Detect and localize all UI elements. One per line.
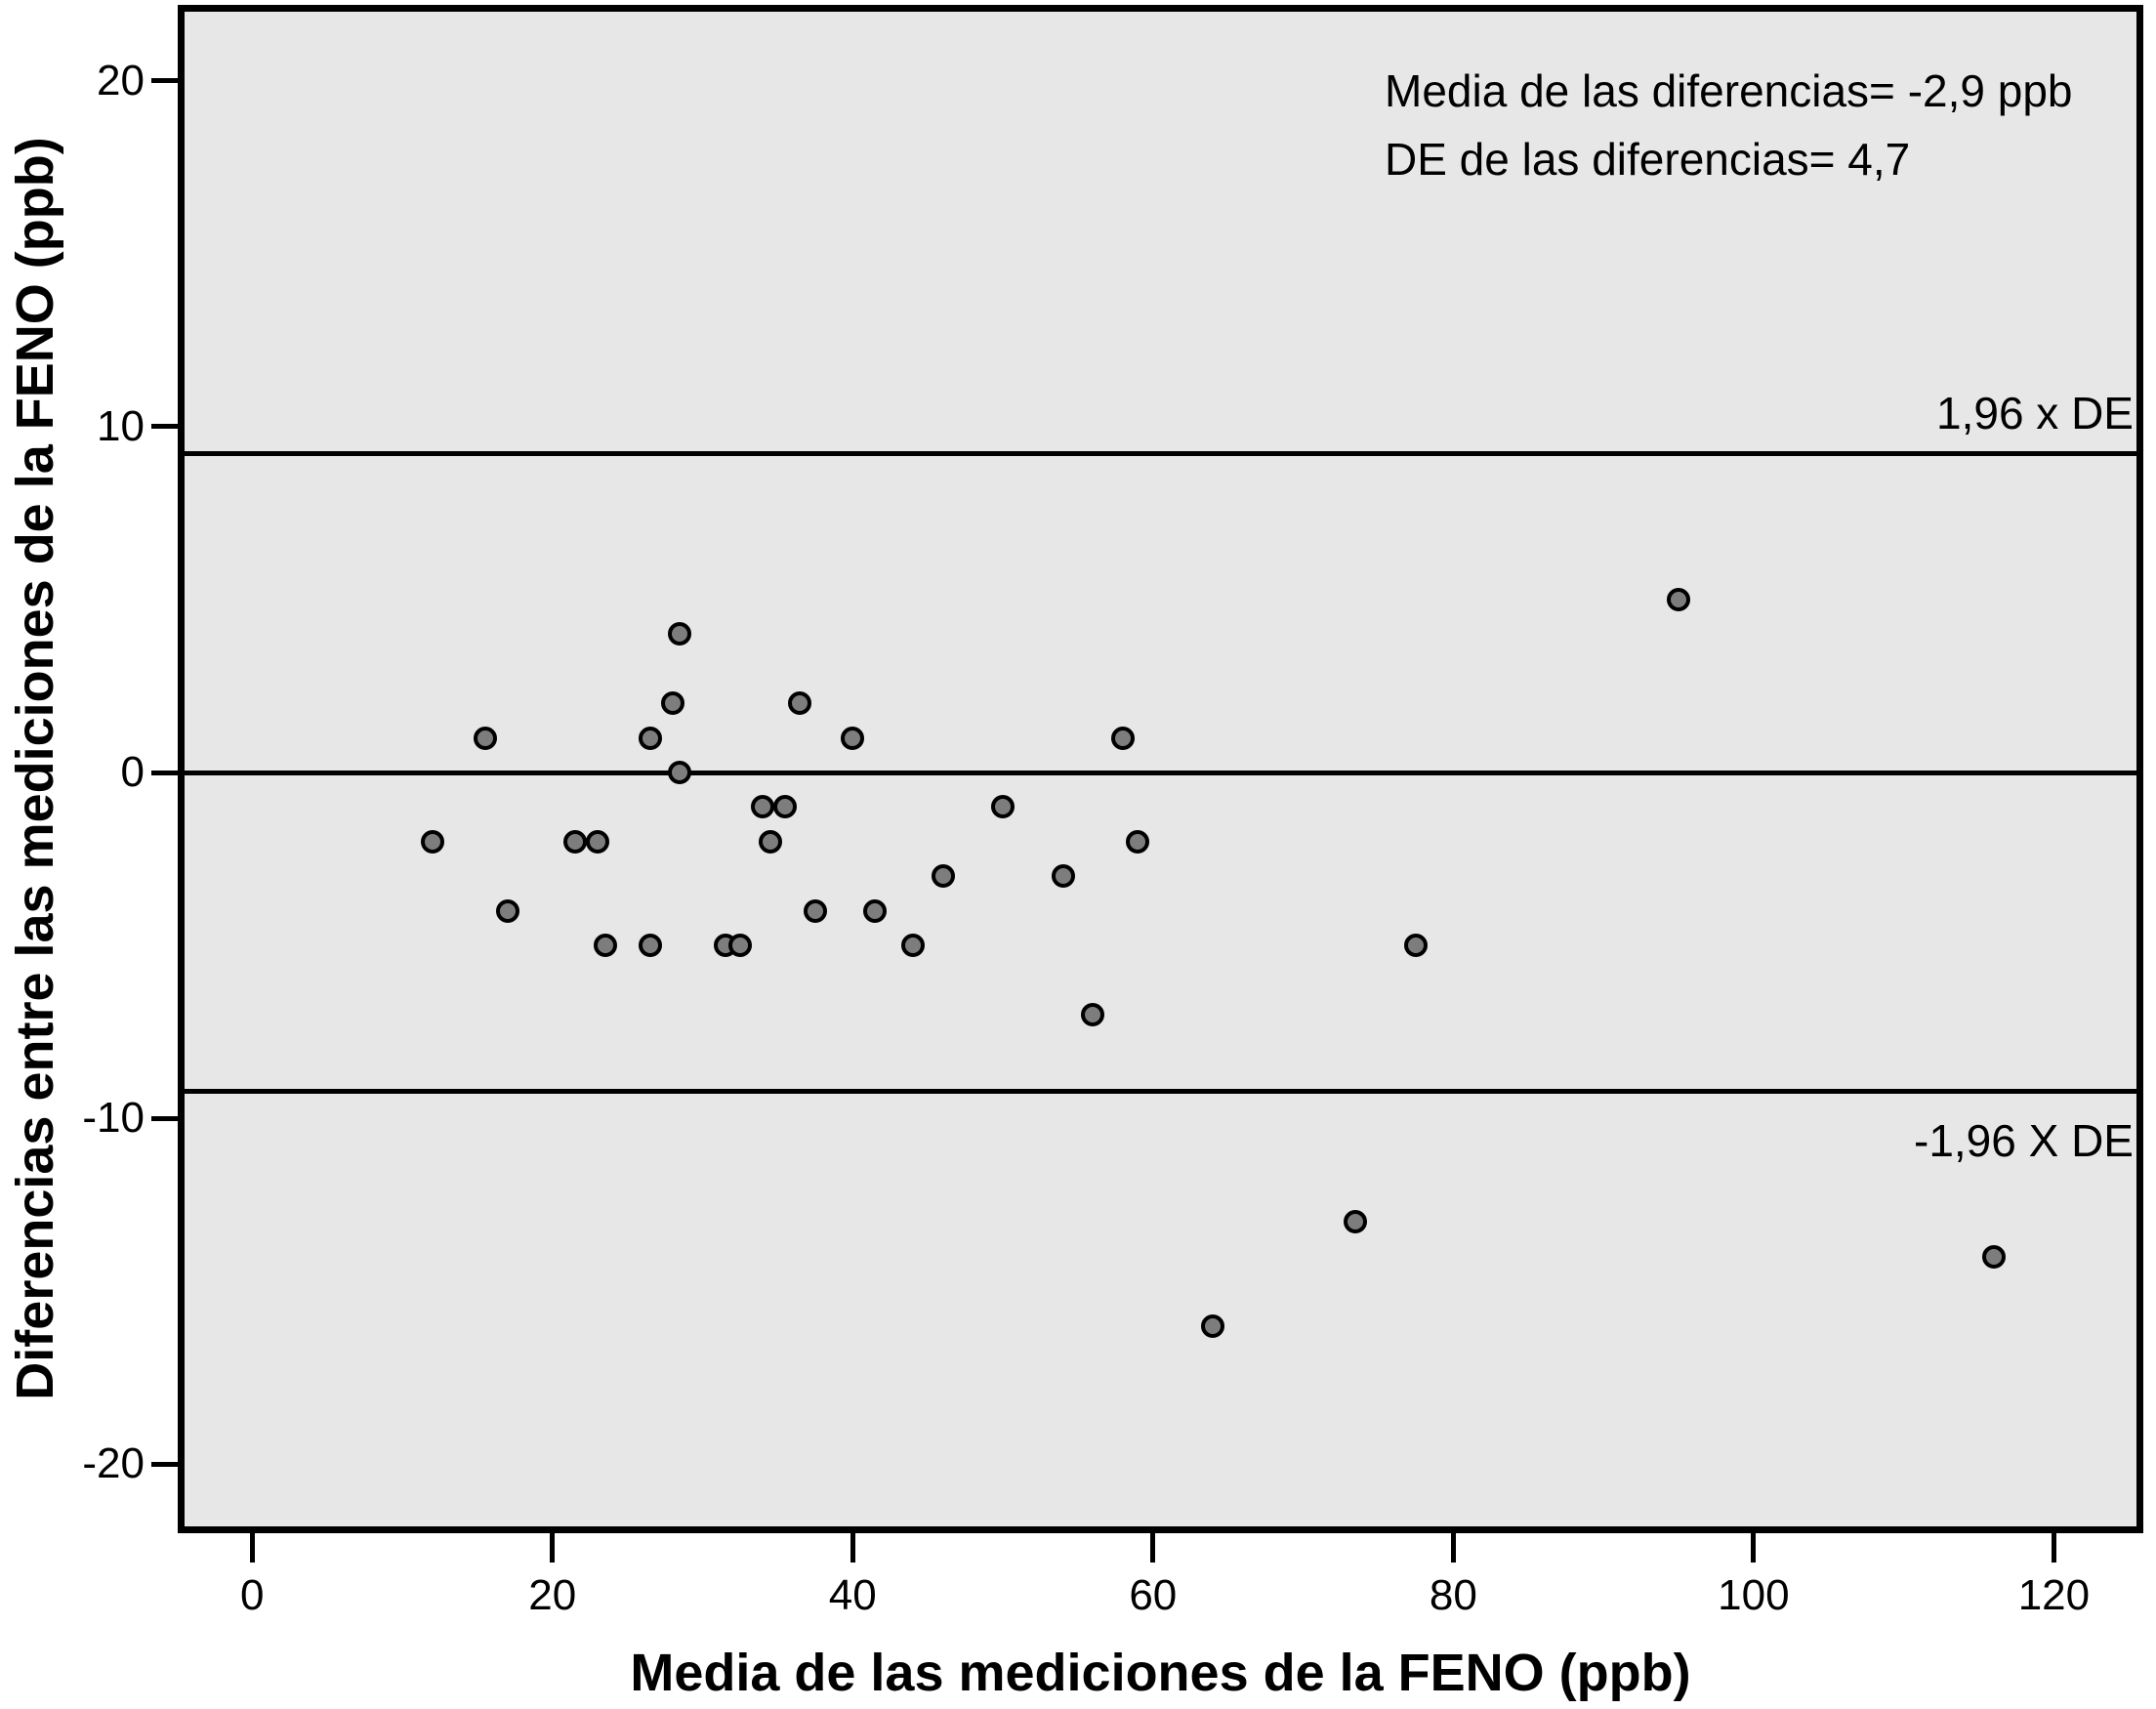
y-axis-tick-label: 10 — [97, 401, 145, 450]
plot-area — [178, 5, 2143, 1533]
data-point — [638, 726, 662, 750]
data-point — [1111, 726, 1136, 750]
y-axis-tick-label: 0 — [120, 748, 145, 797]
data-point — [751, 795, 774, 819]
x-axis-tick — [1751, 1533, 1757, 1563]
data-point — [900, 934, 925, 958]
y-axis-tick — [151, 770, 185, 775]
data-point — [1344, 1210, 1368, 1234]
data-point — [773, 795, 798, 819]
y-axis-tick — [151, 1461, 185, 1467]
data-point — [863, 898, 888, 923]
x-axis-tick — [2051, 1533, 2056, 1563]
lower-limit-line-label: -1,96 X DE — [1914, 1115, 2134, 1166]
data-point — [803, 898, 827, 923]
data-point — [1403, 934, 1428, 958]
data-point — [668, 622, 692, 646]
x-axis-tick — [850, 1533, 855, 1563]
data-point — [638, 934, 662, 958]
data-point — [660, 691, 684, 716]
data-point — [1051, 864, 1075, 889]
data-point — [931, 864, 955, 889]
y-axis-tick — [151, 1115, 185, 1121]
y-axis-tick — [151, 78, 185, 84]
data-point — [1201, 1313, 1225, 1338]
data-point — [1981, 1244, 2006, 1269]
data-point — [593, 934, 617, 958]
data-point — [420, 829, 444, 854]
data-point — [1126, 829, 1150, 854]
x-axis-tick-label: 0 — [239, 1571, 265, 1619]
data-point — [562, 829, 587, 854]
x-axis-tick — [1450, 1533, 1456, 1563]
data-point — [758, 829, 782, 854]
y-axis-tick-label: -10 — [82, 1094, 145, 1143]
zero-line — [185, 770, 2136, 775]
data-point — [727, 934, 752, 958]
sd-diff-annotation: DE de las diferencias= 4,7 — [1385, 134, 1911, 185]
x-axis-tick-label: 80 — [1429, 1571, 1477, 1619]
y-axis-tick — [151, 424, 185, 430]
y-axis-tick-label: 20 — [97, 56, 145, 104]
x-axis-tick-label: 100 — [1718, 1571, 1790, 1619]
data-point — [841, 726, 865, 750]
x-axis-title: Media de las mediciones de la FENO (ppb) — [630, 1644, 1691, 1702]
mean-diff-annotation: Media de las diferencias= -2,9 ppb — [1385, 65, 2073, 116]
data-point — [991, 795, 1016, 819]
x-axis-tick — [550, 1533, 556, 1563]
data-point — [585, 829, 609, 854]
data-point — [1667, 587, 1690, 611]
data-point — [788, 691, 812, 716]
x-axis-tick-label: 60 — [1129, 1571, 1178, 1619]
x-axis-tick-label: 40 — [828, 1571, 877, 1619]
x-axis-tick — [1150, 1533, 1156, 1563]
lower-limit-line — [185, 1088, 2136, 1094]
data-point — [473, 726, 497, 750]
data-point — [668, 761, 692, 785]
x-axis-tick-label: 120 — [2017, 1571, 2091, 1619]
y-axis-tick-label: -20 — [82, 1439, 145, 1488]
stats-annotation: Media de las diferencias= -2,9 ppb DE de… — [1385, 57, 2073, 193]
upper-limit-line-label: 1,96 x DE — [1936, 388, 2134, 438]
x-axis-tick — [249, 1533, 255, 1563]
data-point — [1081, 1002, 1105, 1026]
data-point — [495, 898, 519, 923]
upper-limit-line — [185, 451, 2136, 457]
x-axis-tick-label: 20 — [528, 1571, 577, 1619]
